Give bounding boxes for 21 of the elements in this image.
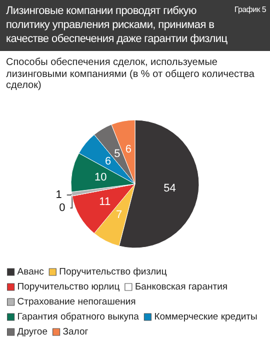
legend-label: Страхование непогашения: [17, 296, 136, 307]
text: График 5: [234, 4, 266, 16]
legend-label: Банковская гарантия: [134, 281, 228, 292]
legend-label: Аванс: [17, 266, 44, 277]
data-label: 5: [114, 147, 120, 160]
legend-label: Коммерческие кредиты: [154, 311, 258, 322]
legend-label: Другое: [17, 326, 48, 337]
data-label: 54: [164, 182, 176, 194]
legend-label: Залог: [62, 326, 89, 337]
data-label: 6: [125, 143, 132, 156]
legend-label: Гарантия обратного выкупа: [17, 311, 140, 322]
data-label: 1: [56, 188, 62, 200]
data-label: 7: [116, 208, 122, 221]
data-label: 6: [104, 155, 112, 168]
chart-subtitle: Способы обеспечения сделок, используемые лизинговыми компаниями (в % от общего количества сделок): [5, 56, 256, 92]
legend-label: Поручительство физлиц: [59, 266, 168, 277]
chart-title: Лизинговые компании проводят гибкую политику управления рисками, принимая в качестве обеспечения даже гарантии физлиц: [6, 4, 228, 46]
legend-label: Поручительство юрлиц: [17, 281, 120, 292]
data-label: 11: [99, 195, 111, 208]
text: 0: [59, 201, 66, 214]
data-label: 10: [94, 170, 107, 183]
